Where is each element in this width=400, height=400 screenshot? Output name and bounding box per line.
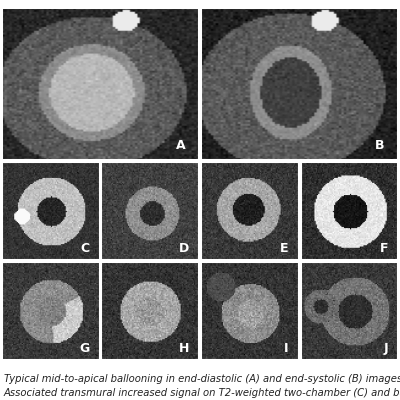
- Text: I: I: [284, 342, 289, 355]
- Text: D: D: [179, 242, 189, 255]
- Text: C: C: [81, 242, 90, 255]
- Text: Typical mid-to-apical ballooning in end-diastolic (A) and end-systolic (B) image: Typical mid-to-apical ballooning in end-…: [4, 374, 400, 384]
- Text: H: H: [179, 342, 189, 355]
- Text: G: G: [80, 342, 90, 355]
- Text: A: A: [176, 139, 185, 152]
- Text: B: B: [375, 139, 384, 152]
- Text: Associated transmural increased signal on T2-weighted two-chamber (C) and basal : Associated transmural increased signal o…: [4, 388, 400, 398]
- Text: E: E: [280, 242, 289, 255]
- Text: J: J: [384, 342, 388, 355]
- Text: F: F: [380, 242, 388, 255]
